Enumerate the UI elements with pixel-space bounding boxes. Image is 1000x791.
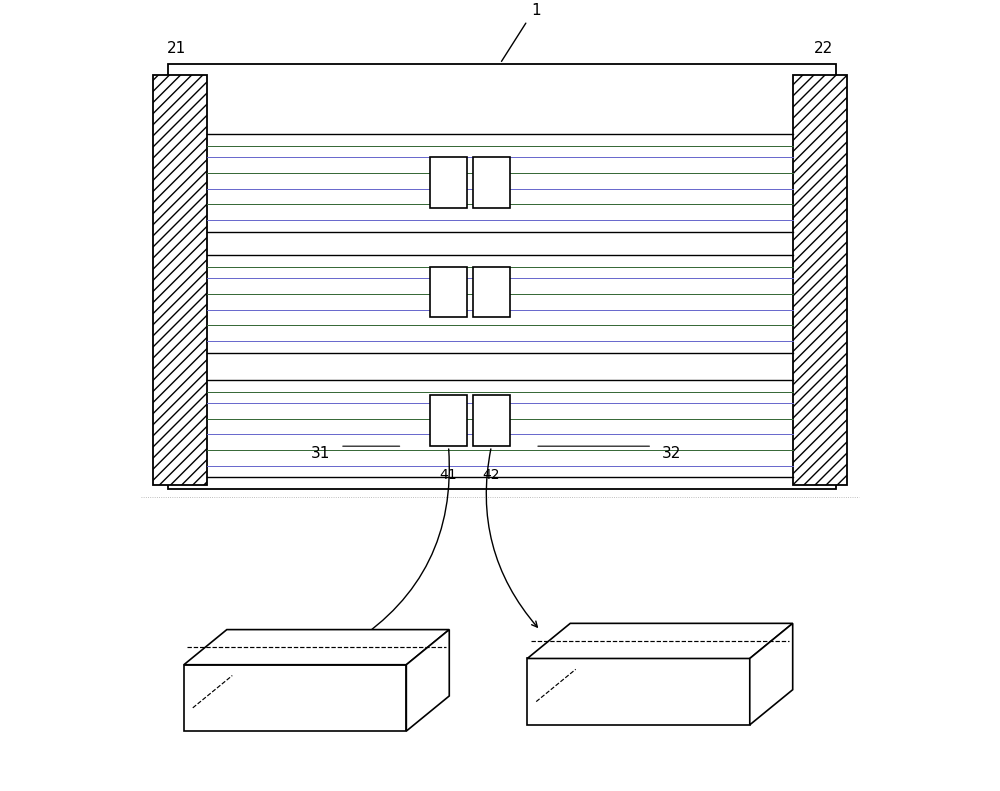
Bar [430, 267, 467, 317]
Text: 422: 422 [634, 693, 660, 706]
Bar [430, 396, 467, 446]
Text: 32: 32 [662, 446, 681, 461]
Bar [473, 267, 510, 317]
Bar [473, 157, 510, 208]
Text: 1: 1 [531, 3, 541, 18]
Bar [153, 75, 207, 485]
Bar [184, 664, 406, 731]
Text: 421: 421 [547, 693, 573, 706]
Polygon shape [750, 623, 793, 725]
Text: 21: 21 [166, 41, 186, 56]
Bar [793, 75, 847, 485]
Text: 41: 41 [440, 468, 457, 482]
Text: 411: 411 [291, 699, 317, 713]
Text: 31: 31 [311, 446, 330, 461]
Bar [527, 658, 750, 725]
Bar [473, 396, 510, 446]
Text: 22: 22 [814, 41, 834, 56]
Bar [430, 157, 467, 208]
Polygon shape [184, 630, 449, 664]
Polygon shape [527, 623, 793, 658]
Bar [168, 64, 836, 489]
Polygon shape [406, 630, 449, 731]
Text: 42: 42 [483, 468, 500, 482]
Text: 412: 412 [203, 699, 230, 713]
